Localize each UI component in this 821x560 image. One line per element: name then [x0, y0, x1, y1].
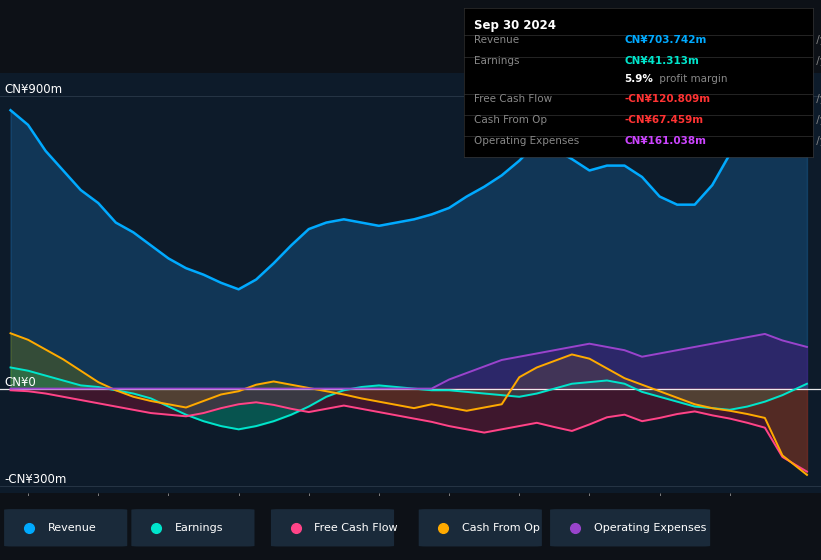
Text: CN¥703.742m: CN¥703.742m — [624, 35, 707, 45]
Text: Free Cash Flow: Free Cash Flow — [475, 95, 553, 105]
Text: /yr: /yr — [813, 136, 821, 146]
Text: Operating Expenses: Operating Expenses — [594, 523, 706, 533]
Text: CN¥900m: CN¥900m — [4, 82, 62, 96]
FancyBboxPatch shape — [271, 509, 394, 547]
Text: Sep 30 2024: Sep 30 2024 — [475, 19, 557, 32]
Text: -CN¥120.809m: -CN¥120.809m — [624, 95, 710, 105]
Text: 5.9%: 5.9% — [624, 74, 654, 83]
FancyBboxPatch shape — [419, 509, 542, 547]
Text: Operating Expenses: Operating Expenses — [475, 136, 580, 146]
FancyBboxPatch shape — [4, 509, 127, 547]
Text: /yr: /yr — [813, 95, 821, 105]
Text: Revenue: Revenue — [48, 523, 96, 533]
Text: Cash From Op: Cash From Op — [475, 115, 548, 125]
Text: profit margin: profit margin — [656, 74, 727, 83]
Text: CN¥41.313m: CN¥41.313m — [624, 56, 699, 66]
Text: -CN¥67.459m: -CN¥67.459m — [624, 115, 704, 125]
Text: Earnings: Earnings — [175, 523, 223, 533]
Text: CN¥0: CN¥0 — [4, 376, 36, 389]
Text: /yr: /yr — [813, 35, 821, 45]
Text: -CN¥300m: -CN¥300m — [4, 473, 67, 486]
Text: /yr: /yr — [813, 56, 821, 66]
Text: Free Cash Flow: Free Cash Flow — [314, 523, 398, 533]
Text: Revenue: Revenue — [475, 35, 520, 45]
Text: CN¥161.038m: CN¥161.038m — [624, 136, 706, 146]
FancyBboxPatch shape — [131, 509, 255, 547]
FancyBboxPatch shape — [550, 509, 710, 547]
Text: /yr: /yr — [813, 115, 821, 125]
Text: Earnings: Earnings — [475, 56, 520, 66]
Text: Cash From Op: Cash From Op — [462, 523, 540, 533]
